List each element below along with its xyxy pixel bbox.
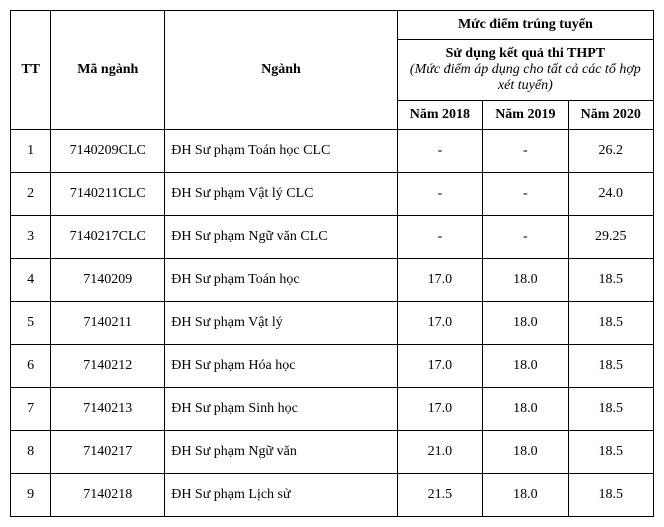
cell-y1: 21.5	[397, 474, 482, 517]
table-row: 6 7140212 ĐH Sư phạm Hóa học 17.0 18.0 1…	[11, 345, 654, 388]
header-sub-bold: Sử dụng kết quả thi THPT	[446, 46, 605, 61]
cell-name: ĐH Sư phạm Toán học	[165, 259, 398, 302]
cell-y1: -	[397, 130, 482, 173]
cell-y3: 18.5	[568, 302, 653, 345]
table-row: 8 7140217 ĐH Sư phạm Ngữ văn 21.0 18.0 1…	[11, 431, 654, 474]
cell-y3: 18.5	[568, 388, 653, 431]
cell-tt: 6	[11, 345, 51, 388]
cell-y1: 21.0	[397, 431, 482, 474]
cell-name: ĐH Sư phạm Vật lý	[165, 302, 398, 345]
cell-code: 7140211	[51, 302, 165, 345]
cell-y2: 18.0	[483, 345, 568, 388]
header-code: Mã ngành	[51, 11, 165, 130]
cell-y3: 26.2	[568, 130, 653, 173]
cell-y2: 18.0	[483, 259, 568, 302]
cell-name: ĐH Sư phạm Sinh học	[165, 388, 398, 431]
table-body: 1 7140209CLC ĐH Sư phạm Toán học CLC - -…	[11, 130, 654, 517]
cell-y2: 18.0	[483, 302, 568, 345]
cell-name: ĐH Sư phạm Ngữ văn	[165, 431, 398, 474]
cell-y2: -	[483, 173, 568, 216]
table-row: 7 7140213 ĐH Sư phạm Sinh học 17.0 18.0 …	[11, 388, 654, 431]
cell-tt: 2	[11, 173, 51, 216]
cell-code: 7140217	[51, 431, 165, 474]
cell-y2: 18.0	[483, 388, 568, 431]
header-name: Ngành	[165, 11, 398, 130]
cell-code: 7140217CLC	[51, 216, 165, 259]
cell-code: 7140213	[51, 388, 165, 431]
cell-tt: 7	[11, 388, 51, 431]
cell-y2: 18.0	[483, 474, 568, 517]
cell-name: ĐH Sư phạm Hóa học	[165, 345, 398, 388]
cell-code: 7140209	[51, 259, 165, 302]
header-group-title: Mức điểm trúng tuyển	[397, 11, 653, 40]
cell-name: ĐH Sư phạm Toán học CLC	[165, 130, 398, 173]
cell-tt: 3	[11, 216, 51, 259]
table-row: 5 7140211 ĐH Sư phạm Vật lý 17.0 18.0 18…	[11, 302, 654, 345]
table-row: 9 7140218 ĐH Sư phạm Lịch sử 21.5 18.0 1…	[11, 474, 654, 517]
cell-tt: 9	[11, 474, 51, 517]
table-row: 3 7140217CLC ĐH Sư phạm Ngữ văn CLC - - …	[11, 216, 654, 259]
cell-tt: 8	[11, 431, 51, 474]
cell-y3: 18.5	[568, 474, 653, 517]
header-year-2020: Năm 2020	[568, 101, 653, 130]
cell-y2: -	[483, 130, 568, 173]
header-tt: TT	[11, 11, 51, 130]
cell-y1: 17.0	[397, 259, 482, 302]
cell-name: ĐH Sư phạm Ngữ văn CLC	[165, 216, 398, 259]
admission-scores-table: TT Mã ngành Ngành Mức điểm trúng tuyển S…	[10, 10, 654, 517]
header-sub-italic: (Mức điểm áp dụng cho tất cả các tổ hợp …	[410, 62, 641, 93]
cell-y1: -	[397, 216, 482, 259]
cell-tt: 4	[11, 259, 51, 302]
cell-y1: -	[397, 173, 482, 216]
cell-code: 7140212	[51, 345, 165, 388]
table-row: 1 7140209CLC ĐH Sư phạm Toán học CLC - -…	[11, 130, 654, 173]
cell-y1: 17.0	[397, 388, 482, 431]
cell-y3: 29.25	[568, 216, 653, 259]
cell-name: ĐH Sư phạm Lịch sử	[165, 474, 398, 517]
header-year-2018: Năm 2018	[397, 101, 482, 130]
cell-tt: 5	[11, 302, 51, 345]
cell-y3: 18.5	[568, 431, 653, 474]
cell-tt: 1	[11, 130, 51, 173]
cell-y1: 17.0	[397, 345, 482, 388]
cell-y3: 18.5	[568, 259, 653, 302]
table-row: 2 7140211CLC ĐH Sư phạm Vật lý CLC - - 2…	[11, 173, 654, 216]
cell-code: 7140218	[51, 474, 165, 517]
cell-code: 7140211CLC	[51, 173, 165, 216]
header-subgroup: Sử dụng kết quả thi THPT (Mức điểm áp dụ…	[397, 40, 653, 101]
cell-y2: 18.0	[483, 431, 568, 474]
cell-y3: 18.5	[568, 345, 653, 388]
cell-code: 7140209CLC	[51, 130, 165, 173]
cell-y1: 17.0	[397, 302, 482, 345]
header-year-2019: Năm 2019	[483, 101, 568, 130]
table-row: 4 7140209 ĐH Sư phạm Toán học 17.0 18.0 …	[11, 259, 654, 302]
cell-y2: -	[483, 216, 568, 259]
cell-y3: 24.0	[568, 173, 653, 216]
cell-name: ĐH Sư phạm Vật lý CLC	[165, 173, 398, 216]
